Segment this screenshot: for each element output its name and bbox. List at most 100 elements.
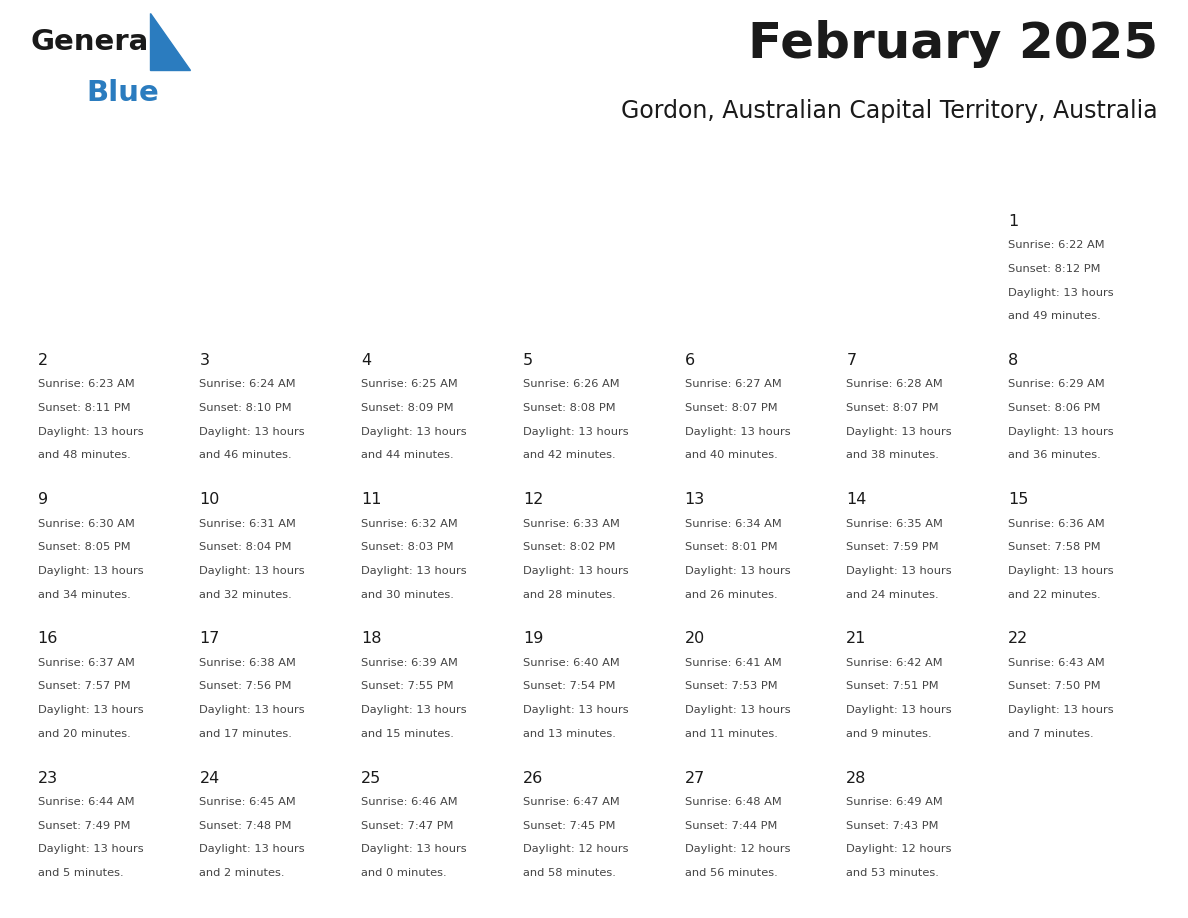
Text: Sunset: 7:44 PM: Sunset: 7:44 PM — [684, 821, 777, 831]
Text: 28: 28 — [846, 770, 867, 786]
Text: Sunrise: 6:26 AM: Sunrise: 6:26 AM — [523, 379, 619, 389]
Text: Daylight: 13 hours: Daylight: 13 hours — [846, 705, 952, 715]
Text: Daylight: 13 hours: Daylight: 13 hours — [361, 427, 467, 437]
Text: and 9 minutes.: and 9 minutes. — [846, 729, 931, 739]
Text: 4: 4 — [361, 353, 372, 368]
Text: and 48 minutes.: and 48 minutes. — [38, 451, 131, 461]
Text: Sunset: 7:50 PM: Sunset: 7:50 PM — [1007, 681, 1100, 691]
Text: and 36 minutes.: and 36 minutes. — [1007, 451, 1101, 461]
Text: and 49 minutes.: and 49 minutes. — [1007, 311, 1101, 321]
Text: and 30 minutes.: and 30 minutes. — [361, 589, 454, 599]
Text: 24: 24 — [200, 770, 220, 786]
Text: Daylight: 13 hours: Daylight: 13 hours — [200, 427, 305, 437]
Text: 22: 22 — [1007, 632, 1029, 646]
Text: 16: 16 — [38, 632, 58, 646]
Text: and 44 minutes.: and 44 minutes. — [361, 451, 454, 461]
Text: Saturday: Saturday — [1034, 169, 1125, 187]
Text: Sunset: 7:54 PM: Sunset: 7:54 PM — [523, 681, 615, 691]
Text: and 24 minutes.: and 24 minutes. — [846, 589, 939, 599]
Text: Sunset: 8:05 PM: Sunset: 8:05 PM — [38, 543, 131, 553]
Text: Daylight: 13 hours: Daylight: 13 hours — [200, 565, 305, 576]
Text: and 26 minutes.: and 26 minutes. — [684, 589, 777, 599]
Text: Sunset: 8:11 PM: Sunset: 8:11 PM — [38, 403, 131, 413]
Text: Sunset: 8:07 PM: Sunset: 8:07 PM — [684, 403, 777, 413]
Text: 23: 23 — [38, 770, 58, 786]
Text: and 42 minutes.: and 42 minutes. — [523, 451, 615, 461]
Text: 15: 15 — [1007, 492, 1029, 507]
Text: 3: 3 — [200, 353, 209, 368]
Text: Sunset: 8:09 PM: Sunset: 8:09 PM — [361, 403, 454, 413]
Text: Sunset: 7:55 PM: Sunset: 7:55 PM — [361, 681, 454, 691]
Text: Daylight: 13 hours: Daylight: 13 hours — [361, 705, 467, 715]
Text: Sunrise: 6:30 AM: Sunrise: 6:30 AM — [38, 519, 134, 529]
Text: and 28 minutes.: and 28 minutes. — [523, 589, 615, 599]
Text: 10: 10 — [200, 492, 220, 507]
Text: Sunrise: 6:40 AM: Sunrise: 6:40 AM — [523, 658, 620, 667]
Text: Thursday: Thursday — [709, 169, 802, 187]
Text: Sunrise: 6:36 AM: Sunrise: 6:36 AM — [1007, 519, 1105, 529]
Text: Sunset: 7:47 PM: Sunset: 7:47 PM — [361, 821, 454, 831]
Text: Daylight: 13 hours: Daylight: 13 hours — [1007, 287, 1113, 297]
Text: Sunset: 7:45 PM: Sunset: 7:45 PM — [523, 821, 615, 831]
Text: Daylight: 13 hours: Daylight: 13 hours — [38, 565, 144, 576]
Text: Sunrise: 6:25 AM: Sunrise: 6:25 AM — [361, 379, 457, 389]
Text: Daylight: 12 hours: Daylight: 12 hours — [684, 845, 790, 855]
Text: Daylight: 13 hours: Daylight: 13 hours — [684, 705, 790, 715]
Text: Sunrise: 6:45 AM: Sunrise: 6:45 AM — [200, 797, 296, 807]
Text: 26: 26 — [523, 770, 543, 786]
Text: 1: 1 — [1007, 214, 1018, 229]
Text: Sunrise: 6:23 AM: Sunrise: 6:23 AM — [38, 379, 134, 389]
Text: Sunrise: 6:48 AM: Sunrise: 6:48 AM — [684, 797, 782, 807]
Text: Sunrise: 6:43 AM: Sunrise: 6:43 AM — [1007, 658, 1105, 667]
Text: Sunset: 7:48 PM: Sunset: 7:48 PM — [200, 821, 292, 831]
Text: Daylight: 13 hours: Daylight: 13 hours — [846, 427, 952, 437]
Text: Sunrise: 6:38 AM: Sunrise: 6:38 AM — [200, 658, 296, 667]
Text: 5: 5 — [523, 353, 533, 368]
Text: Blue: Blue — [86, 79, 159, 107]
Text: Sunset: 7:56 PM: Sunset: 7:56 PM — [200, 681, 292, 691]
Text: Sunset: 7:53 PM: Sunset: 7:53 PM — [684, 681, 777, 691]
Text: Sunrise: 6:47 AM: Sunrise: 6:47 AM — [523, 797, 620, 807]
Text: Daylight: 13 hours: Daylight: 13 hours — [684, 427, 790, 437]
Text: Sunset: 8:02 PM: Sunset: 8:02 PM — [523, 543, 615, 553]
Text: Daylight: 13 hours: Daylight: 13 hours — [523, 565, 628, 576]
Text: Sunset: 8:08 PM: Sunset: 8:08 PM — [523, 403, 615, 413]
Text: and 53 minutes.: and 53 minutes. — [846, 868, 940, 878]
Text: Daylight: 13 hours: Daylight: 13 hours — [361, 845, 467, 855]
Text: Sunrise: 6:28 AM: Sunrise: 6:28 AM — [846, 379, 943, 389]
Text: 8: 8 — [1007, 353, 1018, 368]
Text: Sunset: 8:07 PM: Sunset: 8:07 PM — [846, 403, 939, 413]
Text: Sunrise: 6:22 AM: Sunrise: 6:22 AM — [1007, 241, 1105, 251]
Text: Daylight: 13 hours: Daylight: 13 hours — [684, 565, 790, 576]
Text: 11: 11 — [361, 492, 381, 507]
Text: Sunset: 7:43 PM: Sunset: 7:43 PM — [846, 821, 939, 831]
Text: Daylight: 13 hours: Daylight: 13 hours — [1007, 427, 1113, 437]
Text: and 7 minutes.: and 7 minutes. — [1007, 729, 1094, 739]
Text: Sunrise: 6:29 AM: Sunrise: 6:29 AM — [1007, 379, 1105, 389]
Text: Sunrise: 6:46 AM: Sunrise: 6:46 AM — [361, 797, 457, 807]
Text: General: General — [30, 28, 158, 57]
Text: 25: 25 — [361, 770, 381, 786]
Text: 6: 6 — [684, 353, 695, 368]
Text: Sunrise: 6:34 AM: Sunrise: 6:34 AM — [684, 519, 782, 529]
Text: Daylight: 13 hours: Daylight: 13 hours — [523, 427, 628, 437]
Text: Daylight: 13 hours: Daylight: 13 hours — [1007, 565, 1113, 576]
Text: 20: 20 — [684, 632, 704, 646]
Text: Sunset: 7:58 PM: Sunset: 7:58 PM — [1007, 543, 1100, 553]
Text: Sunset: 7:59 PM: Sunset: 7:59 PM — [846, 543, 939, 553]
Text: Daylight: 13 hours: Daylight: 13 hours — [523, 705, 628, 715]
Text: 18: 18 — [361, 632, 381, 646]
Text: Friday: Friday — [886, 169, 948, 187]
Text: Sunset: 8:10 PM: Sunset: 8:10 PM — [200, 403, 292, 413]
Text: Sunrise: 6:41 AM: Sunrise: 6:41 AM — [684, 658, 782, 667]
Text: Daylight: 13 hours: Daylight: 13 hours — [38, 427, 144, 437]
Text: and 11 minutes.: and 11 minutes. — [684, 729, 777, 739]
Text: Sunrise: 6:32 AM: Sunrise: 6:32 AM — [361, 519, 457, 529]
Text: Sunrise: 6:27 AM: Sunrise: 6:27 AM — [684, 379, 782, 389]
Text: Sunrise: 6:37 AM: Sunrise: 6:37 AM — [38, 658, 134, 667]
Text: Sunset: 8:12 PM: Sunset: 8:12 PM — [1007, 263, 1100, 274]
Text: 7: 7 — [846, 353, 857, 368]
Text: Daylight: 13 hours: Daylight: 13 hours — [38, 705, 144, 715]
Text: 21: 21 — [846, 632, 867, 646]
Text: and 40 minutes.: and 40 minutes. — [684, 451, 777, 461]
